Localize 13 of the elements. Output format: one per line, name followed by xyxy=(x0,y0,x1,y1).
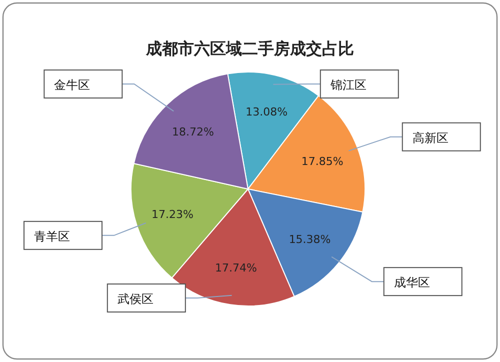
data-label: 17.85% xyxy=(301,154,344,168)
slice-label: 成华区 xyxy=(394,276,430,290)
data-label: 18.72% xyxy=(172,125,214,138)
slice-label: 武侯区 xyxy=(117,292,154,306)
chart-title: 成都市六区域二手房成交占比 xyxy=(145,39,354,58)
data-label: 15.38% xyxy=(288,233,331,246)
data-label: 17.74% xyxy=(215,262,258,275)
slice-label: 高新区 xyxy=(412,130,448,145)
data-label: 17.23% xyxy=(152,208,194,222)
slice-label: 金牛区 xyxy=(54,78,90,92)
slice-label: 锦江区 xyxy=(329,78,366,92)
data-label: 13.08% xyxy=(246,106,288,119)
slice-label: 青羊区 xyxy=(34,229,70,244)
